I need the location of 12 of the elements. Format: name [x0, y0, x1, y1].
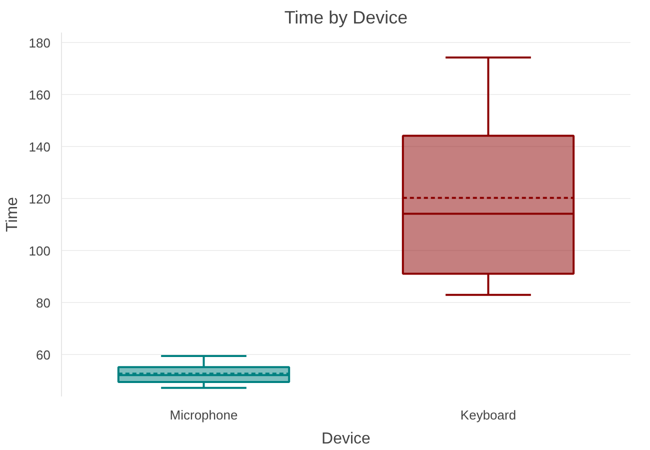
- y-tick-label: 180: [28, 35, 51, 50]
- x-tick-label: Keyboard: [460, 408, 516, 422]
- y-tick-label: 140: [28, 139, 51, 154]
- y-tick-label: 160: [28, 87, 51, 102]
- y-tick-label: 80: [36, 295, 51, 310]
- chart-title: Time by Device: [284, 8, 408, 28]
- x-tick-label: Microphone: [170, 408, 238, 422]
- x-axis-title: Device: [322, 430, 371, 448]
- y-tick-label: 100: [28, 243, 51, 258]
- y-tick-label: 60: [36, 347, 51, 362]
- y-tick-label: 120: [28, 191, 51, 206]
- y-axis-title: Time: [4, 196, 21, 232]
